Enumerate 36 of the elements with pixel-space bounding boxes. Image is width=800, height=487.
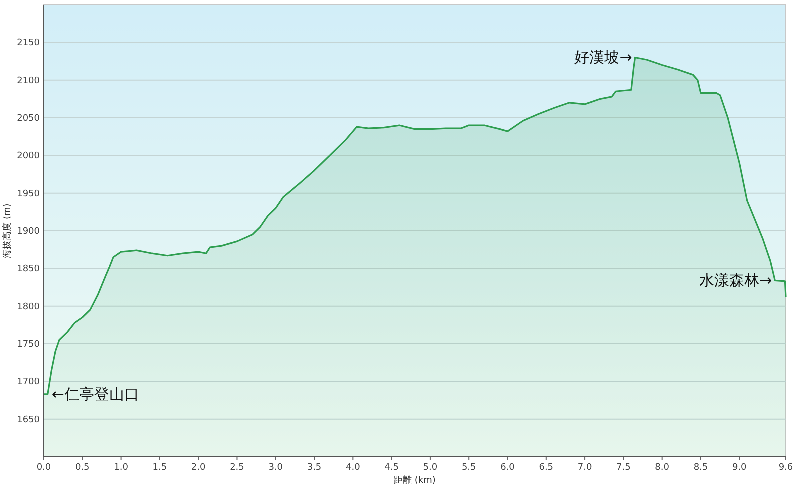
x-tick-label: 9.0 xyxy=(732,463,748,473)
annotation: 水漾森林→ xyxy=(700,272,772,290)
x-tick-label: 3.5 xyxy=(307,463,322,473)
y-tick-label: 2000 xyxy=(17,152,40,162)
x-tick-label: 5.5 xyxy=(462,463,476,473)
x-tick-label: 7.0 xyxy=(578,463,592,473)
y-tick-label: 1900 xyxy=(17,227,40,237)
y-axis-title: 海拔高度 (m) xyxy=(2,204,13,258)
x-tick-label: 9.6 xyxy=(778,463,794,473)
annotation: ←仁亭登山口 xyxy=(52,385,140,404)
x-tick-label: 1.0 xyxy=(114,463,129,473)
x-tick-label: 3.0 xyxy=(268,463,284,473)
x-tick-label: 1.5 xyxy=(152,463,168,473)
x-tick-label: 0.0 xyxy=(36,463,52,473)
x-axis-title: 距離 (km) xyxy=(394,475,436,486)
x-tick-label: 7.5 xyxy=(616,463,631,473)
x-tick-label: 6.0 xyxy=(500,463,516,473)
y-tick-label: 2150 xyxy=(17,38,40,49)
x-tick-label: 2.0 xyxy=(191,463,206,473)
x-tick-label: 0.5 xyxy=(75,463,90,473)
x-tick-label: 4.0 xyxy=(346,463,361,473)
y-tick-label: 2050 xyxy=(17,114,40,124)
y-tick-label: 1950 xyxy=(17,189,40,200)
x-tick-label: 2.5 xyxy=(230,463,244,473)
y-tick-label: 2100 xyxy=(17,76,40,86)
x-tick-label: 8.5 xyxy=(694,463,708,473)
x-tick-label: 5.0 xyxy=(423,463,438,473)
y-tick-label: 1800 xyxy=(17,302,40,312)
annotation: 好漢坡→ xyxy=(574,48,632,67)
y-tick-label: 1650 xyxy=(17,415,40,426)
x-tick-label: 4.5 xyxy=(384,463,399,473)
y-tick-label: 1750 xyxy=(17,340,40,350)
y-tick-label: 1850 xyxy=(17,264,40,275)
y-tick-label: 1700 xyxy=(17,378,40,388)
x-tick-label: 6.5 xyxy=(539,463,554,473)
x-tick-label: 8.0 xyxy=(655,463,670,473)
